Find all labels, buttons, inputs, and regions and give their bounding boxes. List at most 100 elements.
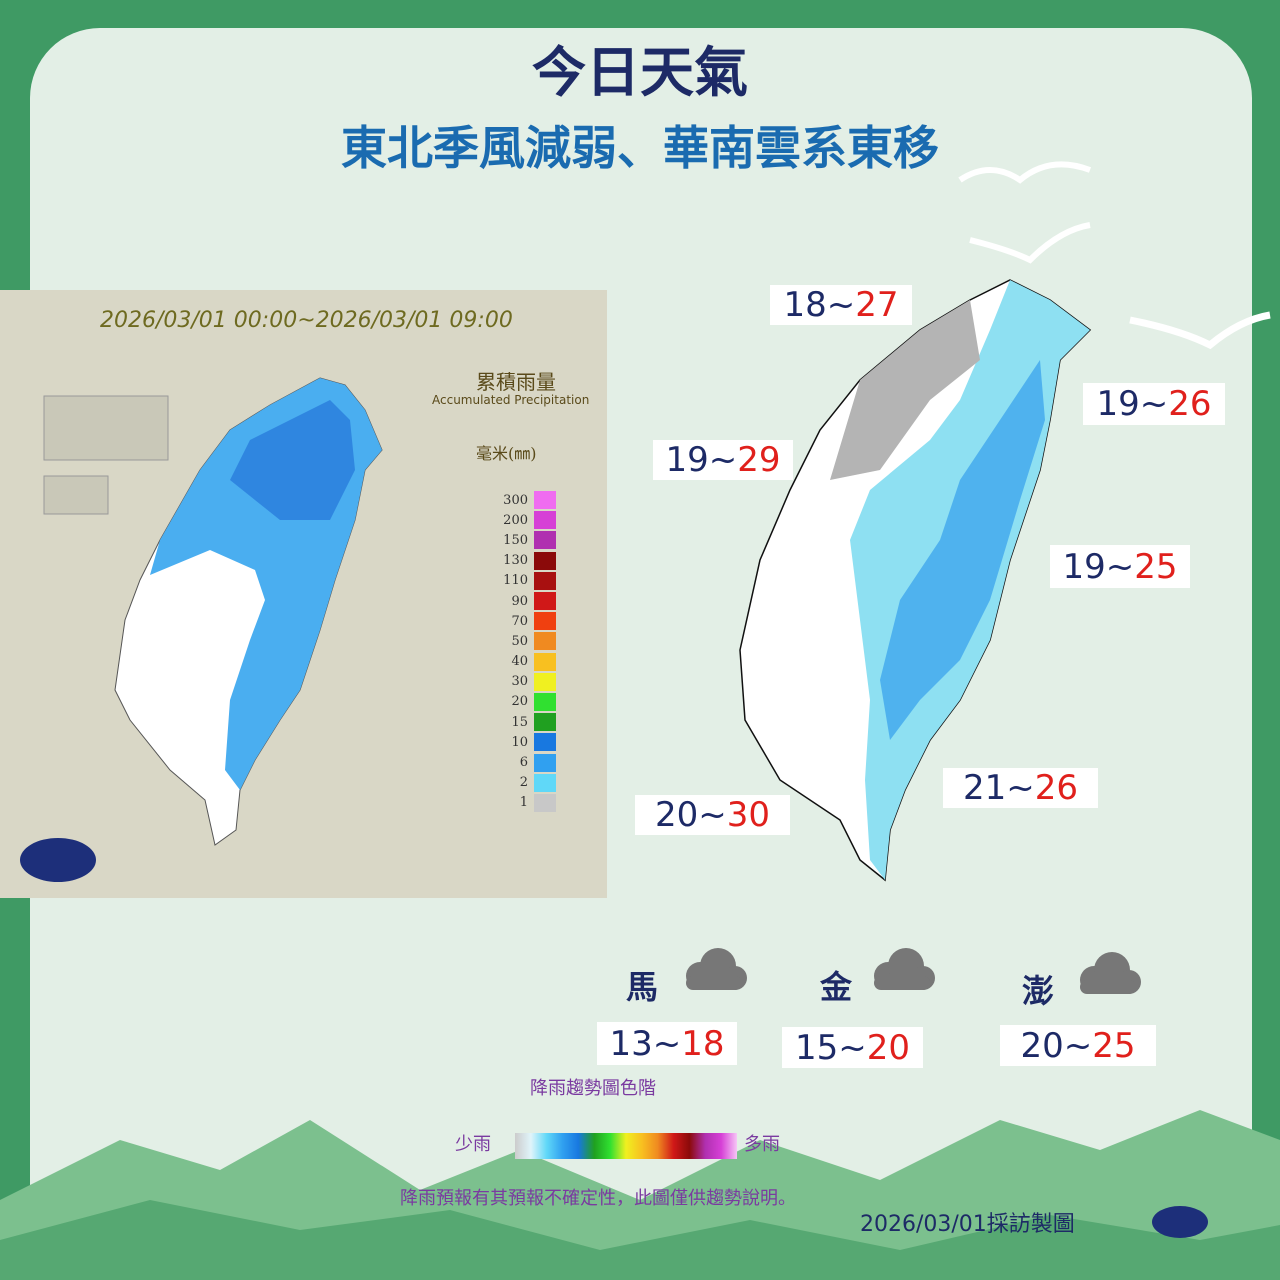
legend-swatch [534,753,556,772]
temperature-box: 18 ~27 [770,285,912,325]
bird [958,161,1092,184]
separator: ~ [1006,768,1035,808]
legend-row: 90 [498,591,556,611]
low-temp: 21 [962,768,1007,808]
separator: ~ [652,1023,682,1064]
low-temp: 13 [609,1023,653,1064]
legend-label: 30 [511,674,528,690]
legend-swatch [534,652,556,671]
high-temp: 30 [726,795,771,835]
scale-more: 多雨 [744,1134,780,1155]
rain-area-heavy [230,400,355,520]
legend-label: 20 [511,694,528,710]
separator: ~ [826,285,856,325]
temperature-box: 20 ~30 [635,795,790,835]
inset-islands [43,475,109,515]
title: 今日天氣 [532,41,748,104]
rain-icon [686,948,747,990]
legend-label: 70 [511,613,528,629]
legend-swatch [534,592,556,611]
temperature-box: 15 ~20 [782,1027,923,1068]
legend-row: 2 [498,773,556,793]
legend-label: 15 [511,714,528,730]
legend-row: 10 [498,732,556,752]
legend-unit: 毫米(㎜) [476,444,537,463]
legend-row: 6 [498,752,556,772]
high-temp: 26 [1034,768,1079,808]
legend-swatch [534,491,556,510]
legend-row: 40 [498,652,556,672]
legend-row: 300 [498,490,556,510]
legend-label: 2 [519,775,528,791]
legend-label: 300 [503,492,528,508]
scale-title: 降雨趨勢圖色階 [530,1078,656,1099]
separator: ~ [1063,1025,1093,1066]
temperature-box: 21 ~26 [943,768,1098,808]
legend-label: 200 [503,512,528,528]
logo [20,838,96,882]
legend-row: 130 [498,551,556,571]
mountains-front [0,1200,1280,1280]
high-temp: 29 [737,440,781,480]
legend-label: 150 [503,532,528,548]
low-temp: 19 [1062,546,1106,587]
legend-row: 200 [498,510,556,530]
logo [1152,1206,1208,1238]
low-temp: 19 [665,440,709,480]
legend-label: 6 [519,755,528,771]
legend-swatch [534,713,556,732]
low-temp: 15 [794,1027,839,1068]
bird [1129,311,1271,350]
credit: 2026/03/01採訪製圖 [860,1212,1075,1237]
temperature-box: 19 ~25 [1050,545,1190,588]
island-name: 金 [820,968,853,1006]
high-temp: 25 [1092,1025,1136,1066]
low-temp: 18 [783,285,827,325]
legend-title: 累積雨量 [476,370,556,394]
bird [969,222,1091,264]
legend-row: 30 [498,672,556,692]
scale-less: 少雨 [455,1134,491,1155]
legend-row: 1 [498,793,556,813]
legend-row: 110 [498,571,556,591]
legend-swatch [534,612,556,631]
high-temp: 27 [855,285,899,325]
legend-label: 130 [503,553,528,569]
legend-swatch [534,632,556,651]
temperature-box: 20 ~25 [1000,1025,1156,1066]
legend-label: 40 [511,654,528,670]
legend-row: 50 [498,631,556,651]
legend-swatch [534,692,556,711]
low-temp: 20 [654,795,699,835]
legend-swatch [534,793,556,812]
legend-swatch [534,773,556,792]
rain-icon [1080,952,1141,994]
rain-icon [874,948,935,990]
legend-swatch [534,672,556,691]
high-temp: 18 [681,1023,725,1064]
legend-label: 1 [519,795,528,811]
subtitle: 東北季風減弱、華南雲系東移 [341,121,939,175]
low-temp: 19 [1096,384,1140,424]
legend-label: 90 [511,593,528,609]
inset-islands [43,395,169,461]
rain-period: 2026/03/01 00:00~2026/03/01 09:00 [100,308,513,333]
island-name: 澎 [1022,972,1055,1010]
rain-legend: 300 200 150 130 110 90 70 50 40 30 20 15 10 6 2 1 [498,490,556,813]
separator: ~ [1105,546,1135,587]
legend-swatch [534,531,556,550]
legend-label: 10 [511,734,528,750]
legend-row: 70 [498,611,556,631]
legend-row: 150 [498,530,556,550]
legend-label: 50 [511,633,528,649]
separator: ~ [698,795,727,835]
island-name: 馬 [626,968,659,1006]
low-temp: 20 [1020,1025,1064,1066]
disclaimer: 降雨預報有其預報不確定性，此圖僅供趨勢說明。 [400,1188,796,1209]
cloud-area [830,300,980,480]
temperature-box: 19 ~26 [1083,383,1225,425]
scale-bar [515,1133,737,1159]
legend-swatch [534,511,556,530]
temperature-box: 19 ~29 [653,440,793,480]
